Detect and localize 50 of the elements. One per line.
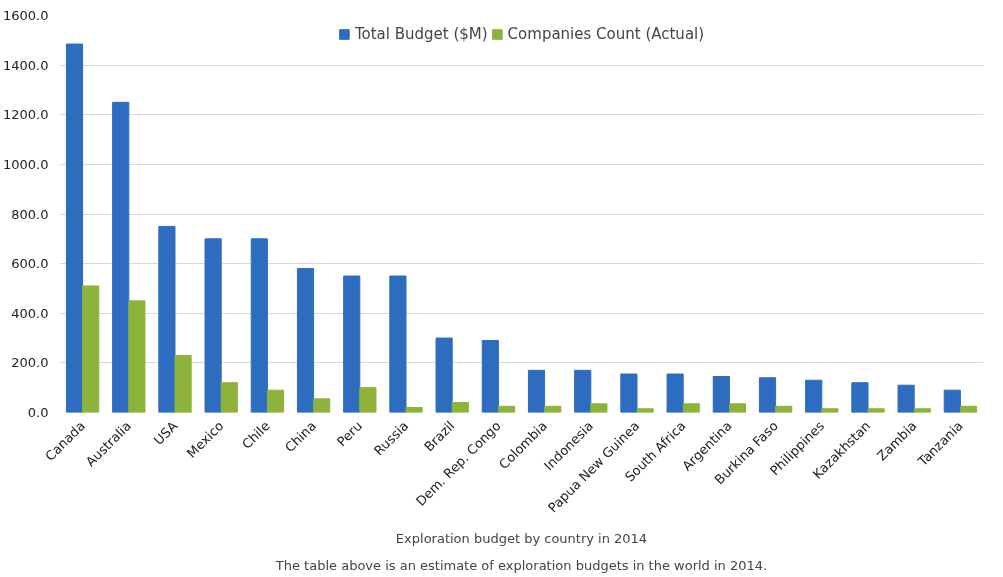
- bar: [128, 300, 146, 413]
- bar: [527, 369, 546, 413]
- text: The table above is an estimate of exploration budgets in the world in 2014.: [274, 557, 768, 573]
- y-tick-label: 1600.0: [3, 8, 49, 23]
- bar: [220, 382, 238, 413]
- bar: [712, 376, 730, 413]
- bar: [158, 225, 176, 413]
- bar: [435, 337, 453, 413]
- bar: [805, 379, 823, 413]
- legend-label: Total Budget ($M): [354, 25, 488, 43]
- bar: [682, 403, 700, 413]
- bar: [65, 43, 84, 413]
- y-tick-label: 1200.0: [3, 107, 49, 123]
- bar: [174, 354, 192, 413]
- bar: [574, 369, 592, 413]
- y-tick-label: 600.0: [11, 256, 49, 272]
- y-tick-label: 200.0: [11, 355, 49, 371]
- bar: [666, 373, 684, 413]
- bar: [451, 402, 469, 413]
- bar: [590, 403, 608, 413]
- bar: [389, 275, 407, 413]
- bar: [405, 407, 423, 413]
- legend-label: Companies Count (Actual): [507, 25, 705, 43]
- bar: [359, 387, 377, 413]
- bar: [266, 389, 285, 413]
- bar: [620, 373, 638, 413]
- bar: [296, 268, 315, 413]
- bar: [112, 101, 130, 413]
- y-tick-label: 1000.0: [3, 156, 49, 172]
- bar: [728, 403, 747, 413]
- y-tick-label: 1400.0: [3, 57, 49, 73]
- text: Exploration budget by country in 2014: [395, 530, 648, 546]
- bar: [758, 377, 777, 413]
- y-tick-label: 800.0: [11, 206, 49, 222]
- x-tick-label: USA: [150, 418, 181, 448]
- bar: [250, 238, 268, 413]
- bar: [851, 382, 869, 413]
- bar: [821, 408, 839, 413]
- bar: [943, 389, 961, 413]
- bar: [204, 238, 222, 413]
- bar: [913, 408, 931, 413]
- bar: [897, 384, 915, 413]
- bar: [313, 398, 331, 413]
- bar: [636, 408, 654, 413]
- bar: [481, 340, 499, 413]
- bar: [82, 285, 100, 413]
- bar: [343, 275, 361, 413]
- y-tick-label: 400.0: [11, 305, 49, 321]
- y-tick-label: 0.0: [27, 405, 49, 420]
- bar: [867, 408, 885, 413]
